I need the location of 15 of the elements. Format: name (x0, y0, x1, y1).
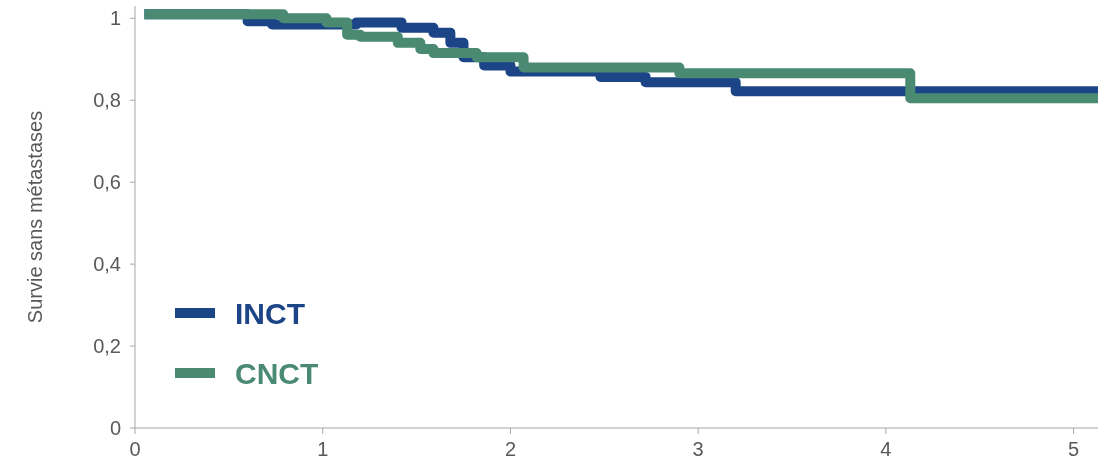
x-tick-label: 1 (317, 438, 329, 460)
x-tick-label: 4 (880, 438, 892, 460)
y-axis-title: Survie sans métastases (24, 110, 46, 324)
x-tick-label: 5 (1068, 438, 1080, 460)
legend-label: CNCT (235, 356, 319, 390)
y-tick-label: 0 (109, 417, 121, 439)
x-tick-label: 2 (504, 438, 516, 460)
x-tick-label: 3 (692, 438, 704, 460)
legend-label: INCT (235, 296, 305, 330)
x-tick-label: 0 (129, 438, 141, 460)
y-tick-label: 0,8 (93, 89, 121, 112)
y-tick-label: 0,6 (93, 171, 121, 194)
y-tick-label: 0,4 (93, 253, 121, 276)
y-tick-label: 0,2 (93, 335, 121, 358)
y-tick-label: 1 (109, 7, 121, 30)
